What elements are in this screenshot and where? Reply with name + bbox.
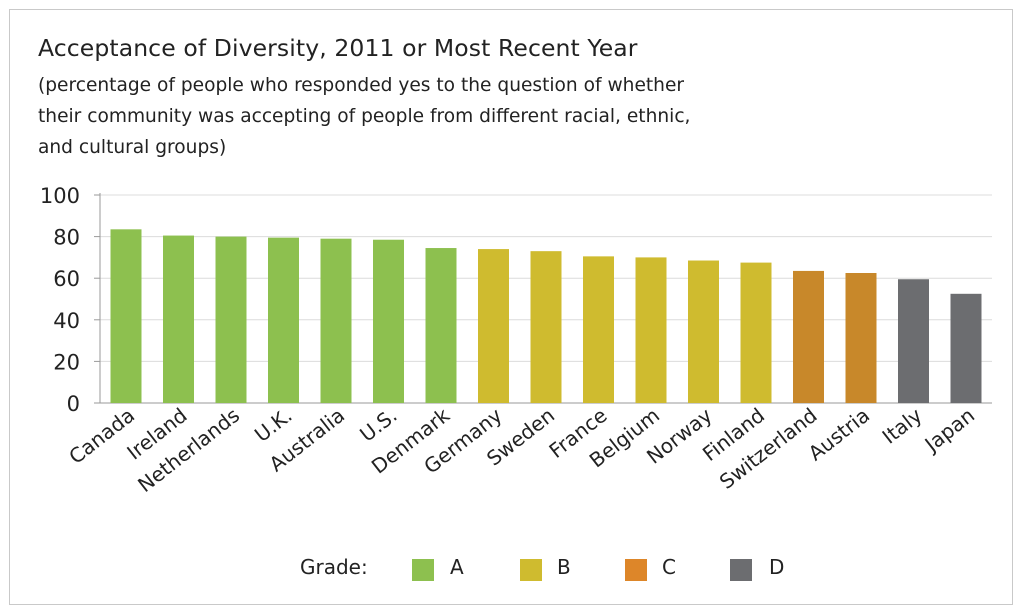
bar [688, 260, 719, 403]
legend-swatch-a [412, 559, 434, 581]
chart-title: Acceptance of Diversity, 2011 or Most Re… [38, 34, 638, 62]
y-tick-label: 80 [53, 226, 80, 250]
y-tick-label: 100 [40, 184, 80, 208]
subtitle-line: their community was accepting of people … [38, 106, 691, 127]
bar [845, 273, 877, 403]
x-tick-label: Austria [804, 403, 874, 465]
y-tick-label: 20 [53, 350, 80, 374]
bar [373, 239, 404, 403]
y-tick-label: 60 [53, 267, 80, 291]
legend-label-b: B [557, 555, 571, 579]
y-tick-label: 40 [53, 309, 80, 333]
x-tick-label: Japan [919, 403, 979, 457]
bar [793, 270, 824, 403]
chart-subtitle: (percentage of people who responded yes … [38, 70, 898, 163]
bar [110, 229, 142, 403]
bar [163, 235, 194, 403]
bar [320, 238, 352, 403]
legend-swatch-c [625, 559, 647, 581]
legend-label-c: C [662, 555, 676, 579]
subtitle-line: and cultural groups) [38, 137, 227, 158]
bar [215, 236, 247, 403]
bar [740, 262, 772, 403]
legend-label-d: D [769, 555, 785, 579]
legend-label-a: A [450, 555, 464, 579]
bar [950, 293, 982, 403]
bar [425, 248, 457, 403]
legend-title: Grade: [300, 555, 368, 579]
bar [583, 256, 614, 403]
y-tick-label: 0 [67, 392, 80, 416]
bar [635, 257, 667, 403]
legend-swatch-d [730, 559, 752, 581]
bar [530, 251, 562, 403]
x-tick-label: Italy [878, 403, 927, 449]
bar [898, 279, 929, 403]
legend-swatch-b [520, 559, 542, 581]
bar [268, 237, 299, 403]
bar [478, 249, 509, 403]
subtitle-line: (percentage of people who responded yes … [38, 75, 685, 96]
